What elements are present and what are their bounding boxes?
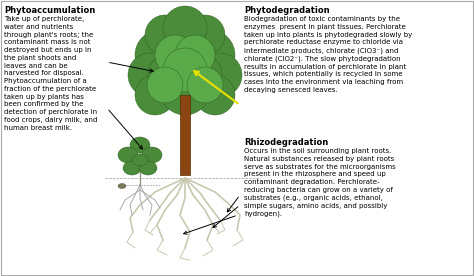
Circle shape [147, 67, 183, 103]
Circle shape [195, 75, 235, 115]
Circle shape [187, 67, 223, 103]
Ellipse shape [118, 184, 126, 189]
Circle shape [178, 53, 222, 97]
Circle shape [153, 13, 217, 77]
Circle shape [175, 35, 215, 75]
Circle shape [135, 75, 175, 115]
Circle shape [145, 15, 185, 55]
Circle shape [163, 48, 207, 92]
Circle shape [185, 15, 225, 55]
Circle shape [128, 53, 172, 97]
Ellipse shape [123, 161, 141, 175]
Circle shape [163, 6, 207, 50]
Circle shape [135, 30, 185, 80]
Bar [180, 95, 190, 175]
Text: Phytoaccumulation: Phytoaccumulation [4, 6, 95, 15]
Text: Occurs in the soil surrounding plant roots.
Natural substances released by plant: Occurs in the soil surrounding plant roo… [244, 148, 396, 217]
Text: Take up of perchlorate,
water and nutrients
through plant's roots; the
contamina: Take up of perchlorate, water and nutrie… [4, 16, 97, 131]
Ellipse shape [118, 147, 138, 163]
Circle shape [148, 53, 192, 97]
Circle shape [198, 53, 242, 97]
Text: Rhizodegradation: Rhizodegradation [244, 138, 328, 147]
Ellipse shape [130, 137, 150, 153]
Circle shape [160, 65, 210, 115]
Ellipse shape [139, 161, 157, 175]
Ellipse shape [132, 154, 148, 166]
Text: Phytodegradation: Phytodegradation [244, 6, 329, 15]
Circle shape [185, 30, 235, 80]
Circle shape [155, 35, 195, 75]
Ellipse shape [142, 147, 162, 163]
Text: Biodegradation of toxic contaminants by the
enzymes  present in plant tissues. P: Biodegradation of toxic contaminants by … [244, 16, 412, 93]
